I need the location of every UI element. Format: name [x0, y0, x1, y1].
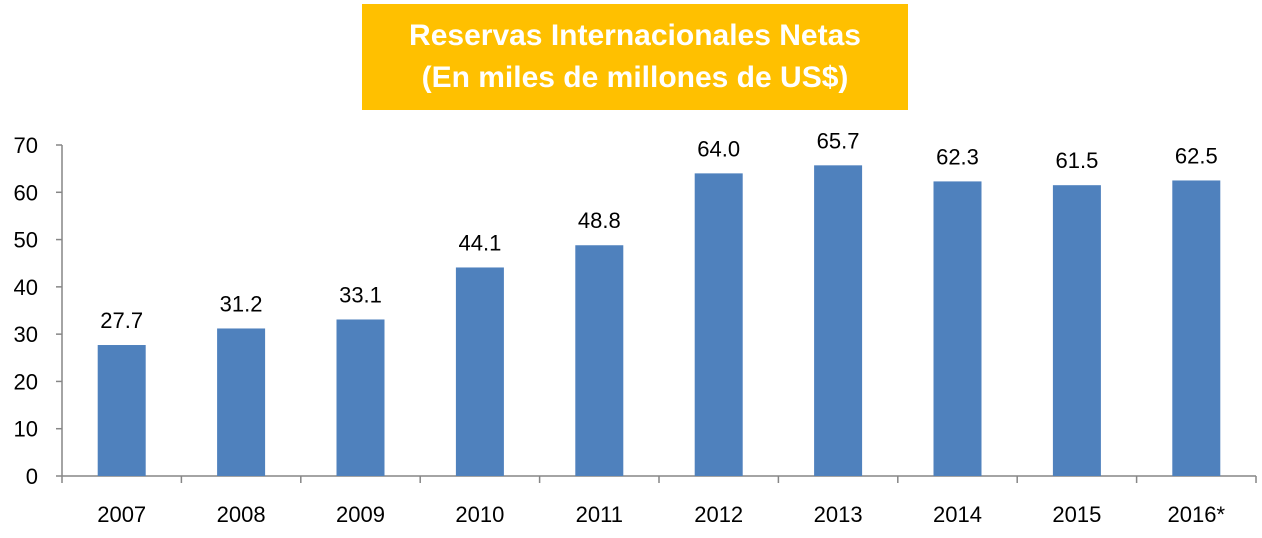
chart-title-box: Reservas Internacionales Netas (En miles…: [362, 4, 908, 110]
y-tick-label: 40: [14, 275, 38, 300]
labels: 0 10 20 30 40 50 60 70 27.7 2007 31.2 2008 33.1 2009 4…: [14, 128, 1226, 527]
data-label: 27.7: [100, 308, 143, 333]
bar-2009: [336, 319, 385, 476]
x-tick-label: 2013: [814, 502, 863, 527]
data-label: 44.1: [458, 230, 501, 255]
bar-2015: [1052, 185, 1101, 476]
bar-2008: [217, 328, 266, 476]
bar-2011: [575, 245, 624, 476]
x-tick-label: 2016*: [1168, 502, 1226, 527]
x-tick-label: 2014: [933, 502, 982, 527]
x-tick-label: 2011: [576, 502, 623, 527]
y-tick-label: 20: [14, 369, 38, 394]
data-label: 61.5: [1055, 148, 1098, 173]
x-tick-label: 2008: [217, 502, 266, 527]
bars: [97, 165, 1221, 476]
bar-2014: [933, 181, 982, 476]
x-tick-label: 2012: [694, 502, 743, 527]
bar-2016: [1172, 180, 1221, 476]
y-tick-label: 10: [14, 417, 38, 442]
y-tick-label: 70: [14, 133, 38, 158]
data-label: 65.7: [817, 128, 860, 153]
x-tick-label: 2007: [97, 502, 146, 527]
data-label: 48.8: [578, 208, 621, 233]
data-label: 62.3: [936, 144, 979, 169]
y-tick-label: 30: [14, 322, 38, 347]
bar-2012: [694, 173, 743, 476]
bar-2007: [97, 345, 146, 476]
data-label: 31.2: [220, 291, 263, 316]
y-tick-label: 60: [14, 180, 38, 205]
x-tick-label: 2010: [455, 502, 504, 527]
bar-2013: [814, 165, 863, 476]
chart-subtitle: (En miles de millones de US$): [421, 61, 849, 94]
y-tick-label: 50: [14, 228, 38, 253]
chart-title: Reservas Internacionales Netas: [409, 19, 861, 52]
bar-2010: [455, 267, 504, 476]
x-tick-label: 2009: [336, 502, 385, 527]
data-label: 64.0: [697, 136, 740, 161]
y-tick-label: 0: [26, 464, 38, 489]
data-label: 33.1: [339, 282, 382, 307]
data-label: 62.5: [1175, 143, 1218, 168]
x-tick-label: 2015: [1052, 502, 1101, 527]
